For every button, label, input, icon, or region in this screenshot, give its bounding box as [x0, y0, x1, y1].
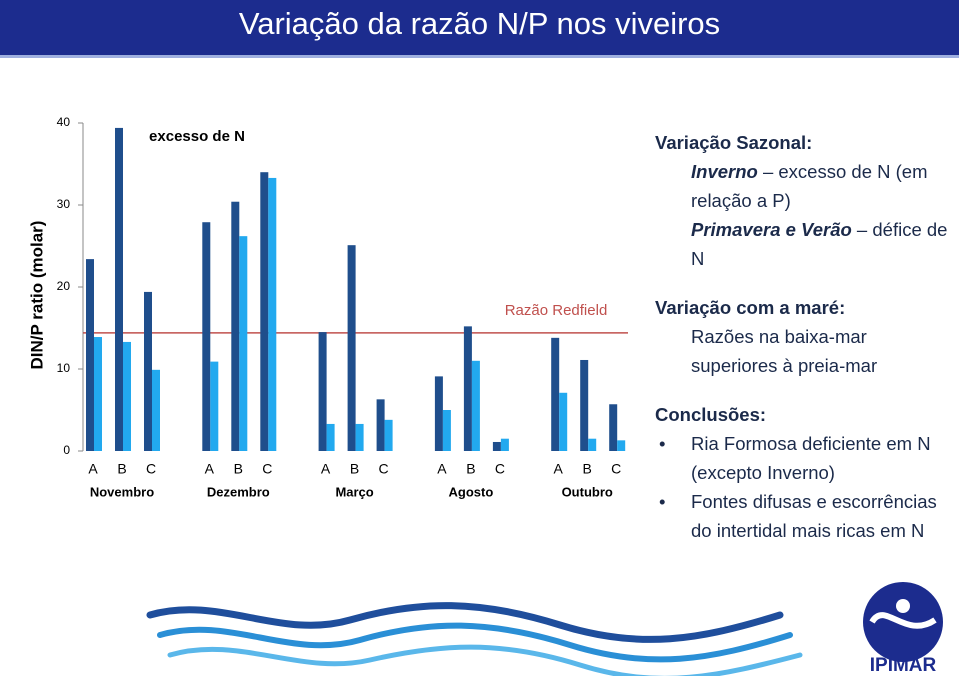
bar — [347, 245, 356, 451]
wave-decoration — [146, 602, 803, 676]
slide-title: Variação da razão N/P nos viveiros — [0, 0, 959, 58]
x-tick-label: A — [437, 461, 447, 477]
note-text: – excesso de N (em relação a P) — [691, 161, 928, 211]
x-tick-label: A — [321, 461, 331, 477]
bar — [94, 337, 102, 451]
x-tick-label: B — [234, 461, 243, 477]
note-emphasis: Primavera e Verão — [691, 219, 852, 240]
x-tick-label: B — [583, 461, 592, 477]
y-tick-label: 10 — [57, 361, 71, 375]
x-tick-label: B — [466, 461, 475, 477]
group-label: Dezembro — [207, 484, 270, 499]
bar — [384, 419, 393, 451]
note-item: Razões na baixa-mar superiores à preia-m… — [655, 322, 955, 380]
annotation: excesso de N — [149, 128, 245, 145]
x-tick-label: A — [554, 461, 564, 477]
bar — [202, 222, 211, 451]
bar — [86, 259, 94, 451]
x-tick-label: C — [495, 461, 505, 477]
bar — [326, 423, 335, 451]
note-heading: Variação com a maré: — [655, 297, 846, 318]
y-tick-label: 30 — [57, 197, 71, 211]
bar — [355, 423, 364, 451]
note-text: – défice de N — [691, 219, 948, 269]
note-section: Variação com a maré: Razões na baixa-mar … — [655, 293, 955, 380]
x-tick-label: B — [350, 461, 359, 477]
note-heading: Conclusões: — [655, 404, 767, 425]
bar — [434, 376, 443, 451]
bar — [376, 399, 385, 451]
bullet: Fontes difusas e escorrências do interti… — [659, 487, 955, 545]
logo-text: IPIMAR — [870, 655, 937, 676]
bar — [551, 337, 560, 451]
bar — [442, 410, 451, 451]
bar — [239, 236, 248, 451]
x-tick-label: C — [146, 461, 156, 477]
bar — [123, 341, 131, 451]
reference-label: Razão Redfield — [505, 302, 608, 319]
bar — [580, 359, 589, 451]
bar — [463, 326, 472, 451]
note-text: Razões na baixa-mar superiores à preia-m… — [691, 326, 878, 376]
bar — [152, 369, 160, 451]
bullet: Ria Formosa deficiente em N (excepto Inv… — [659, 429, 955, 487]
note-item: Primavera e Verão – défice de N — [655, 215, 955, 273]
x-tick-label: B — [117, 461, 126, 477]
group-label: Novembro — [90, 484, 154, 499]
x-tick-label: A — [205, 461, 215, 477]
y-tick-label: 40 — [57, 115, 71, 129]
note-section: Conclusões: Ria Formosa deficiente em N (… — [655, 400, 955, 545]
x-tick-label: C — [262, 461, 272, 477]
bar — [588, 438, 597, 451]
bar — [318, 332, 327, 451]
bar — [268, 177, 277, 451]
y-axis-label: DIN/P ratio (molar) — [27, 221, 46, 370]
group-label: Março — [335, 484, 373, 499]
note-heading: Variação Sazonal: — [655, 132, 813, 153]
group-label: Outubro — [562, 484, 613, 499]
bar — [210, 361, 219, 451]
x-tick-label: A — [88, 461, 98, 477]
bullet-list: Ria Formosa deficiente em N (excepto Inv… — [655, 429, 955, 545]
logo-emblem — [863, 582, 943, 662]
bar — [471, 360, 480, 451]
bar — [115, 127, 123, 452]
y-tick-label: 0 — [63, 443, 70, 457]
bar — [617, 440, 626, 451]
bar — [231, 201, 240, 451]
note-section: Variação Sazonal: Inverno – excesso de N … — [655, 128, 955, 273]
bar — [492, 441, 501, 451]
notes: Variação Sazonal: Inverno – excesso de N … — [655, 128, 955, 565]
bar — [144, 291, 152, 451]
bar — [609, 404, 618, 451]
bar — [500, 438, 509, 451]
note-emphasis: Inverno — [691, 161, 758, 182]
x-tick-label: C — [379, 461, 389, 477]
note-item: Inverno – excesso de N (em relação a P) — [655, 157, 955, 215]
y-tick-label: 20 — [57, 279, 71, 293]
group-label: Agosto — [449, 484, 494, 499]
bar — [559, 392, 568, 451]
bar — [260, 172, 269, 451]
x-tick-label: C — [611, 461, 621, 477]
